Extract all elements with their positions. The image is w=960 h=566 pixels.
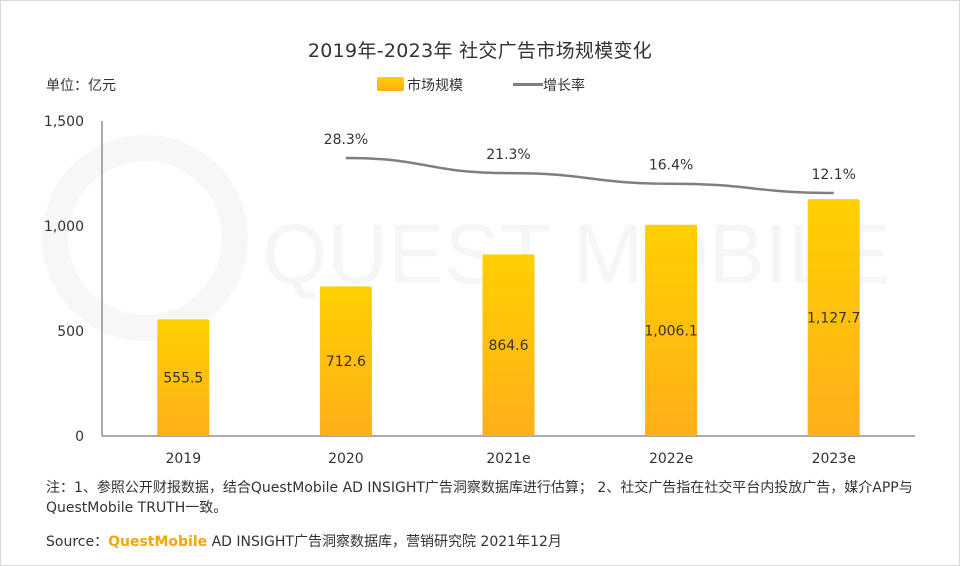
watermark-text: QUEST MOBILE bbox=[262, 207, 891, 301]
bar bbox=[807, 199, 860, 436]
legend-bar-swatch bbox=[377, 77, 404, 91]
source-prefix: Source： bbox=[46, 534, 109, 550]
bars: 555.5 712.6 864.6 1,006.1 1,127.7 bbox=[157, 199, 860, 436]
chart-title: 2019年-2023年 社交广告市场规模变化 bbox=[307, 40, 653, 62]
bar-value-label: 864.6 bbox=[488, 338, 528, 354]
watermark: QUEST MOBILE bbox=[42, 135, 891, 341]
bar bbox=[645, 224, 698, 436]
bar-value-label: 1,127.7 bbox=[807, 311, 860, 327]
watermark-logo-icon bbox=[42, 135, 248, 341]
y-tick-label: 1,500 bbox=[44, 114, 84, 130]
growth-rate-label: 16.4% bbox=[649, 158, 693, 174]
x-tick-label: 2022e bbox=[649, 451, 693, 467]
bar bbox=[482, 254, 535, 436]
bar-value-label: 1,006.1 bbox=[644, 323, 697, 339]
x-tick-label: 2021e bbox=[486, 451, 530, 467]
legend-line-swatch bbox=[513, 83, 543, 86]
y-tick-label: 500 bbox=[57, 324, 84, 340]
source-line: Source：QuestMobile AD INSIGHT广告洞察数据库，营销研… bbox=[46, 531, 562, 551]
x-tick-label: 2019 bbox=[165, 451, 201, 467]
bar bbox=[157, 319, 210, 436]
growth-line-path bbox=[345, 156, 834, 195]
legend-line-label: 增长率 bbox=[543, 78, 585, 94]
growth-line: 28.3% 21.3% 16.4% 12.1% bbox=[324, 132, 856, 195]
y-tick-label: 0 bbox=[75, 429, 84, 445]
growth-rate-label: 28.3% bbox=[324, 132, 368, 148]
bar-value-label: 555.5 bbox=[163, 371, 203, 387]
footnote: 注：1、参照公开财报数据，结合QuestMobile AD INSIGHT广告洞… bbox=[46, 480, 913, 516]
unit-label: 单位：亿元 bbox=[46, 78, 116, 94]
source-rest: AD INSIGHT广告洞察数据库，营销研究院 2021年12月 bbox=[207, 534, 562, 550]
legend: 市场规模 增长率 bbox=[0, 75, 960, 95]
growth-rate-label: 12.1% bbox=[811, 167, 855, 183]
source-brand: QuestMobile bbox=[108, 534, 208, 550]
bar-value-label: 712.6 bbox=[326, 354, 366, 370]
legend-bar-label: 市场规模 bbox=[407, 78, 463, 94]
axes: 0 500 1,000 1,500 2019 2020 2021e 2022e 2023e bbox=[44, 114, 915, 467]
x-tick-label: 2020 bbox=[328, 451, 364, 467]
bar bbox=[319, 286, 372, 436]
growth-rate-label: 21.3% bbox=[486, 147, 530, 163]
y-tick-label: 1,000 bbox=[44, 219, 84, 235]
x-tick-label: 2023e bbox=[812, 451, 856, 467]
